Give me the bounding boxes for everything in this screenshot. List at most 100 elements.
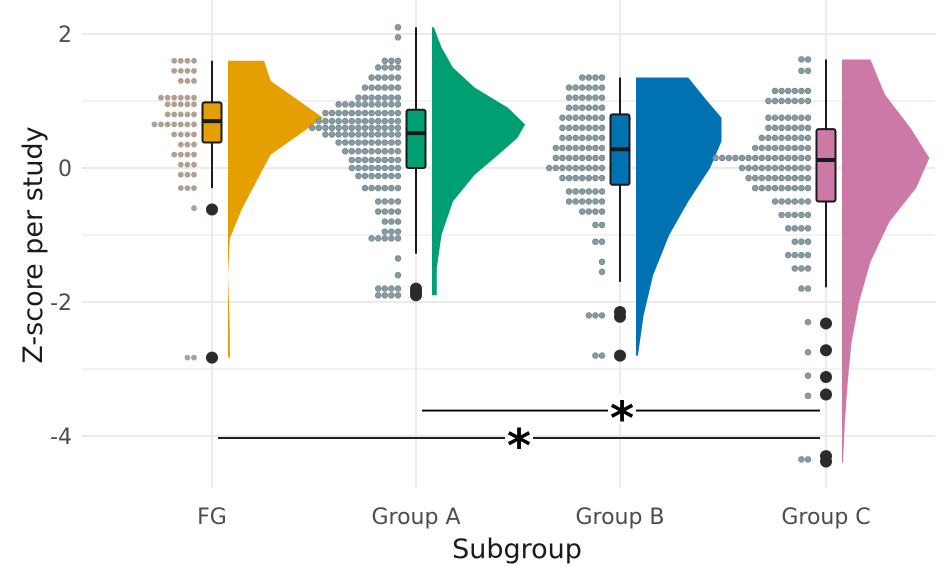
data-point: [388, 198, 395, 205]
data-point: [394, 24, 402, 31]
data-point: [191, 205, 197, 212]
y-tick-label: 0: [58, 157, 72, 182]
data-point: [335, 124, 342, 132]
data-point: [559, 124, 566, 132]
data-point: [177, 141, 184, 148]
data-point: [784, 134, 792, 142]
data-point: [725, 154, 732, 162]
data-point: [355, 109, 362, 117]
data-point: [375, 184, 382, 192]
outlier-point: [206, 351, 218, 364]
data-point: [592, 74, 599, 81]
data-point: [191, 185, 197, 192]
data-point: [758, 184, 765, 192]
x-axis-title: Subgroup: [452, 534, 582, 565]
data-point: [177, 57, 184, 64]
data-point: [328, 131, 336, 138]
data-point: [151, 121, 158, 128]
data-point: [184, 185, 191, 192]
data-point: [778, 211, 785, 219]
data-point: [361, 172, 369, 180]
data-point: [598, 74, 606, 81]
data-point: [177, 111, 184, 118]
data-point: [771, 154, 779, 162]
data-point: [592, 208, 599, 215]
data-point: [598, 312, 606, 319]
data-point: [388, 292, 395, 299]
data-point: [184, 141, 191, 148]
data-point: [798, 67, 805, 75]
data-point: [191, 67, 197, 74]
data-point: [572, 134, 579, 142]
data-point: [164, 121, 171, 128]
significance-label-bg: [608, 394, 636, 425]
data-point: [745, 174, 752, 182]
data-point: [381, 64, 388, 71]
data-point: [355, 101, 362, 108]
data-point: [381, 292, 388, 299]
data-point: [394, 184, 402, 192]
data-point: [388, 124, 395, 132]
data-point: [765, 97, 772, 105]
data-point: [328, 109, 336, 117]
data-point: [804, 198, 812, 205]
data-point: [191, 141, 197, 148]
data-point: [771, 134, 779, 142]
data-point: [598, 164, 606, 172]
data-point: [559, 164, 566, 172]
data-point: [578, 114, 586, 121]
data-point: [394, 101, 402, 108]
data-point: [585, 312, 592, 319]
data-point: [355, 139, 362, 146]
data-point: [585, 104, 592, 111]
data-point: [598, 198, 606, 205]
data-point: [342, 117, 349, 125]
data-point: [335, 101, 342, 108]
data-point: [578, 174, 586, 182]
data-point: [375, 164, 382, 172]
data-point: [375, 198, 382, 205]
data-point: [368, 94, 375, 101]
data-point: [177, 131, 184, 138]
outlier-point: [820, 344, 832, 357]
data-point: [368, 117, 375, 125]
data-point: [348, 164, 355, 172]
data-point: [771, 144, 779, 152]
data-point: [565, 164, 573, 172]
data-point: [177, 101, 184, 108]
data-point: [388, 74, 395, 81]
data-point: [375, 124, 382, 132]
data-point: [572, 164, 579, 172]
data-point: [171, 111, 178, 118]
data-point: [585, 114, 592, 121]
data-point: [804, 251, 812, 259]
data-point: [804, 87, 812, 95]
data-point: [394, 228, 402, 235]
data-point: [388, 109, 395, 117]
data-point: [368, 84, 375, 91]
data-point: [565, 94, 573, 101]
data-point: [177, 185, 184, 192]
data-point: [335, 117, 342, 125]
data-point: [765, 164, 772, 172]
data-point: [751, 174, 759, 182]
data-point: [592, 238, 599, 245]
data-point: [592, 144, 599, 152]
data-point: [798, 87, 805, 95]
data-point: [388, 84, 395, 91]
significance-label: *: [507, 419, 531, 473]
data-point: [348, 156, 355, 164]
data-point: [804, 164, 812, 172]
data-point: [177, 78, 184, 84]
data-point: [381, 198, 388, 205]
data-point: [771, 184, 779, 192]
x-tick-label: Group C: [781, 505, 870, 530]
data-point: [578, 188, 586, 195]
data-point: [578, 134, 586, 142]
data-point: [394, 148, 402, 155]
data-point: [572, 144, 579, 152]
data-point: [592, 312, 599, 319]
data-point: [368, 164, 375, 172]
data-point: [368, 74, 375, 81]
outlier-point: [820, 317, 832, 330]
